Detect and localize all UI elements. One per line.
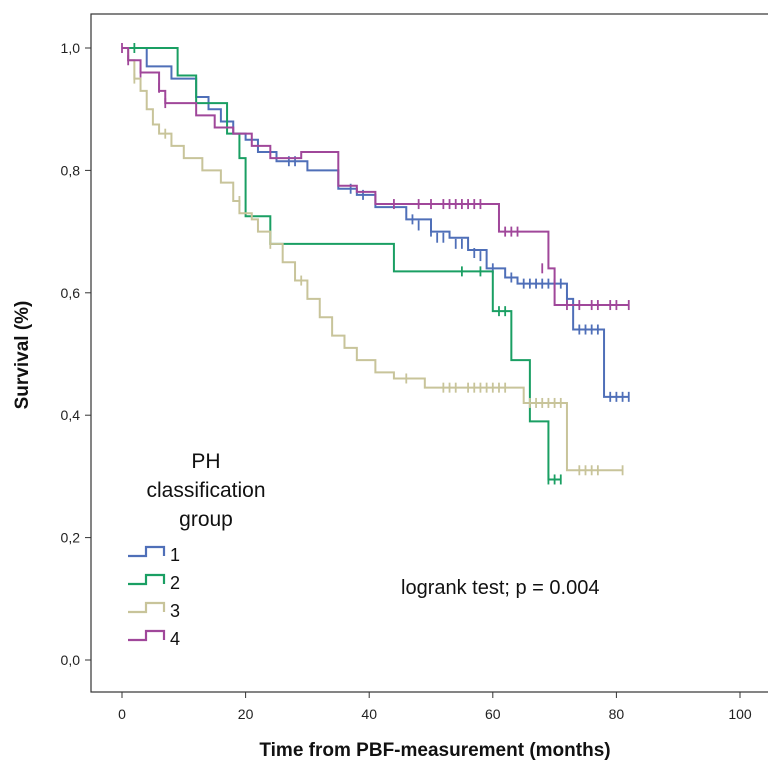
legend-swatch bbox=[128, 545, 166, 558]
y-tick-label: 0,8 bbox=[61, 162, 81, 178]
legend-label: 4 bbox=[170, 629, 180, 649]
survival-line-2 bbox=[122, 47, 561, 481]
x-axis-title: Time from PBF-measurement (months) bbox=[259, 740, 610, 761]
x-tick-label: 60 bbox=[485, 706, 501, 722]
logrank-annotation: logrank test; p = 0.004 bbox=[401, 577, 599, 599]
legend-item-2: 2 bbox=[128, 573, 180, 593]
y-axis-title: Survival (%) bbox=[12, 301, 33, 410]
legend: PH classification group 1 2 3 4 bbox=[128, 450, 266, 649]
y-tick-label: 0,2 bbox=[61, 530, 81, 546]
series-3 bbox=[122, 47, 624, 476]
legend-item-3: 3 bbox=[128, 601, 180, 621]
x-tick-label: 100 bbox=[728, 706, 752, 722]
legend-label: 3 bbox=[170, 601, 180, 621]
axis-ticks: 0 20 40 60 80 100 0,0 0,2 0,4 0,6 0,8 1,0 bbox=[61, 40, 752, 722]
y-tick-label: 1,0 bbox=[61, 40, 81, 56]
x-tick-label: 0 bbox=[118, 706, 126, 722]
y-tick-label: 0,0 bbox=[61, 652, 81, 668]
x-tick-label: 80 bbox=[609, 706, 625, 722]
survival-curves bbox=[121, 43, 630, 485]
y-tick-label: 0,6 bbox=[61, 285, 81, 301]
x-tick-label: 20 bbox=[238, 706, 254, 722]
survival-line-4 bbox=[122, 47, 629, 307]
legend-title-line-1: PH bbox=[191, 450, 220, 473]
series-2 bbox=[122, 43, 562, 485]
legend-title-line-2: classification bbox=[146, 479, 265, 502]
x-tick-label: 40 bbox=[361, 706, 377, 722]
legend-label: 1 bbox=[170, 545, 180, 565]
legend-item-1: 1 bbox=[128, 545, 180, 565]
legend-swatch bbox=[128, 601, 166, 614]
series-4 bbox=[121, 43, 630, 311]
plot-frame bbox=[90, 13, 768, 693]
legend-title-line-3: group bbox=[179, 508, 233, 531]
legend-swatch bbox=[128, 629, 166, 642]
legend-item-4: 4 bbox=[128, 629, 180, 649]
legend-swatch bbox=[128, 573, 166, 586]
legend-items: 1 2 3 4 bbox=[128, 545, 180, 649]
survival-line-3 bbox=[122, 47, 623, 472]
y-tick-label: 0,4 bbox=[61, 407, 81, 423]
legend-label: 2 bbox=[170, 573, 180, 593]
